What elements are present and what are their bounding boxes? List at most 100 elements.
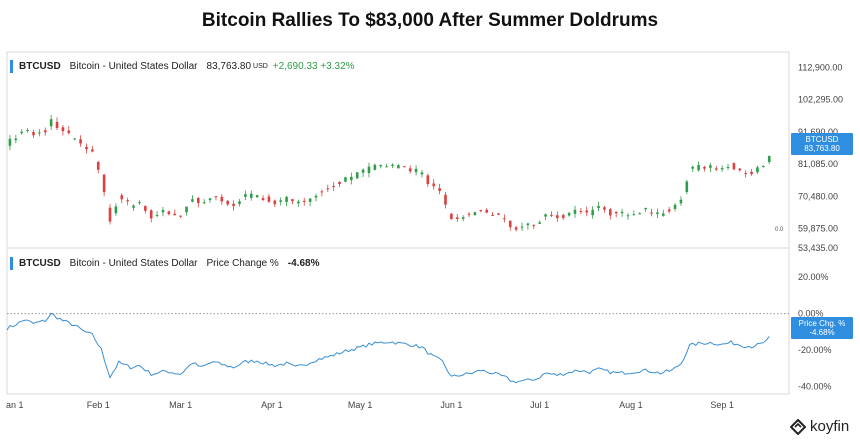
candle-body: [450, 213, 453, 220]
axis-layer: 112,900.00 102,295.00 91,690.00 81,085.00 70…: [6, 62, 843, 410]
candle-body: [291, 199, 294, 202]
candle-body: [338, 181, 341, 184]
candle-body: [32, 132, 35, 136]
candle-body: [579, 210, 583, 213]
candle-body: [67, 130, 71, 134]
candle-body: [591, 209, 594, 216]
legend-value: -4.68%: [287, 258, 320, 269]
candle-body: [385, 166, 388, 168]
candle-body: [403, 166, 406, 168]
candle-body: [597, 206, 600, 209]
candle-body: [744, 173, 747, 175]
candle-body: [8, 138, 12, 146]
candle-body: [497, 213, 500, 215]
candle-body: [556, 215, 559, 219]
candle-body: [26, 130, 29, 132]
legend-symbol: BTCUSD: [19, 61, 61, 72]
candle-body: [526, 223, 530, 226]
candle-body: [49, 119, 53, 127]
candle-body: [508, 220, 512, 228]
candle-body: [544, 214, 547, 217]
candle-body: [308, 198, 312, 202]
lower-legend: BTCUSD Bitcoin - United States Dollar Pr…: [10, 257, 319, 270]
candle-body: [191, 199, 194, 202]
candle-body: [661, 213, 665, 216]
koyfin-logo-icon: [790, 418, 806, 435]
candle-body: [720, 168, 724, 170]
legend-price: 83,763.80: [206, 61, 252, 72]
candle-body: [491, 214, 494, 216]
candle-body: [120, 195, 124, 200]
candle-body: [585, 210, 589, 213]
pct-tag-value: -4.68%: [809, 328, 835, 337]
candle-body: [756, 167, 759, 173]
page-title: Bitcoin Rallies To $83,000 After Summer …: [201, 10, 659, 31]
candle-body: [185, 206, 188, 213]
candle-body: [161, 209, 165, 213]
candle-body: [738, 168, 742, 171]
candle-body: [455, 217, 459, 220]
candle-body: [644, 207, 647, 210]
candles-layer: [8, 115, 771, 232]
candle-body: [685, 181, 689, 193]
pct-axis-label: 20.00%: [798, 272, 829, 282]
price-tag-symbol: BTCUSD: [805, 135, 839, 144]
candle-body: [614, 211, 618, 214]
candle-body: [267, 196, 271, 202]
candle-body: [132, 205, 135, 208]
candle-body: [279, 200, 282, 202]
price-axis-label: 91,690.00: [798, 127, 838, 137]
candle-body: [638, 213, 642, 215]
candle-body: [297, 201, 300, 204]
candle-body: [626, 215, 630, 217]
candle-body: [667, 209, 671, 212]
candle-body: [550, 214, 553, 216]
candle-body: [167, 211, 171, 215]
candle-body: [179, 215, 182, 217]
line-layer: [6, 312, 770, 384]
candle-body: [709, 165, 712, 168]
candle-body: [79, 139, 82, 144]
candle-body: [520, 226, 524, 228]
candle-body: [20, 131, 24, 134]
series-color-marker: [10, 257, 13, 270]
candle-body: [108, 207, 112, 222]
brand-name: koyfin: [810, 418, 850, 435]
candle-body: [697, 165, 700, 171]
legend-metric: Price Change %: [206, 258, 279, 269]
candle-body: [350, 176, 353, 181]
candle-body: [603, 207, 606, 210]
candle-body: [408, 168, 412, 172]
candle-body: [102, 174, 106, 193]
candle-body: [155, 214, 159, 216]
x-axis-label: Sep 1: [710, 400, 734, 410]
candle-body: [85, 146, 88, 150]
candle-body: [473, 212, 477, 216]
candle-body: [438, 188, 441, 192]
candle-body: [220, 196, 224, 202]
candle-body: [138, 202, 141, 204]
candle-body: [273, 200, 277, 205]
price-tag-value: 83,763.80: [804, 144, 840, 153]
candle-body: [244, 194, 247, 197]
candle-body: [432, 183, 436, 187]
candle-body: [61, 127, 65, 132]
candle-body: [249, 193, 253, 198]
candle-body: [314, 195, 318, 198]
x-axis-label: Feb 1: [87, 400, 110, 410]
x-axis-label: May 1: [348, 400, 373, 410]
candle-body: [355, 172, 359, 179]
candle-body: [261, 198, 265, 201]
candle-body: [38, 132, 41, 134]
price-axis-label: 112,900.00: [798, 62, 842, 72]
candle-body: [149, 210, 153, 219]
candle-body: [620, 211, 624, 214]
x-axis-label: Mar 1: [169, 400, 192, 410]
candle-body: [514, 227, 518, 230]
candle-body: [285, 196, 288, 202]
candle-body: [326, 188, 330, 190]
candle-body: [567, 213, 571, 216]
pct-axis-label: 0.00%: [798, 309, 824, 319]
candle-body: [73, 138, 76, 140]
candle-body: [467, 213, 471, 215]
